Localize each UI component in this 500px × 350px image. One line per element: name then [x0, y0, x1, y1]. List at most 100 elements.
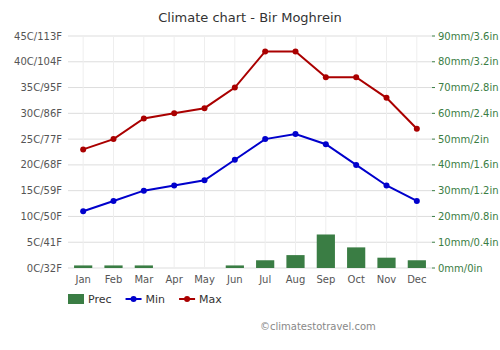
grid-line-x: [325, 36, 326, 268]
bar: [74, 265, 92, 268]
grid-line-x: [416, 36, 417, 268]
marker: [202, 105, 208, 111]
grid-line-x: [386, 36, 387, 268]
y2-tick: [432, 139, 435, 140]
marker: [141, 115, 147, 121]
grid-line: [68, 61, 432, 62]
x-tick-label: Jan: [74, 274, 90, 285]
y-tick-label: 5C/41F: [27, 237, 62, 248]
y2-tick: [432, 61, 435, 62]
y2-tick: [432, 113, 435, 114]
y2-tick-label: 70mm/2.8in: [438, 82, 499, 93]
grid-line-x: [113, 36, 114, 268]
bar: [195, 268, 213, 269]
y2-tick: [432, 216, 435, 217]
x-tick-label: Apr: [166, 274, 184, 285]
y2-tick: [432, 242, 435, 243]
x-tick-label: May: [194, 274, 215, 285]
grid-line-x: [204, 36, 205, 268]
y-tick-label: 45C/113F: [14, 31, 62, 42]
marker: [80, 208, 86, 214]
grid-line-x: [265, 36, 266, 268]
bar: [104, 265, 122, 268]
x-tick-label: Sep: [316, 274, 335, 285]
bar: [408, 260, 426, 268]
marker: [384, 95, 390, 101]
marker: [232, 157, 238, 163]
y2-tick-label: 90mm/3.6in: [438, 31, 499, 42]
marker: [414, 126, 420, 132]
grid-line: [68, 36, 432, 37]
y2-tick-label: 50mm/2in: [438, 134, 489, 145]
grid-line: [68, 113, 432, 114]
x-tick-label: Jun: [226, 274, 243, 285]
marker: [262, 136, 268, 142]
marker: [80, 146, 86, 152]
y2-tick: [432, 268, 435, 269]
bar: [256, 260, 274, 268]
y2-tick-label: 20mm/0.8in: [438, 211, 499, 222]
marker: [353, 162, 359, 168]
grid-line-x: [174, 36, 175, 268]
y-tick-label: 10C/50F: [20, 211, 62, 222]
chart: 0C/32F5C/41F10C/50F15C/59F20C/68F25C/77F…: [0, 0, 500, 350]
legend: Prec Min Max: [68, 293, 222, 306]
marker: [232, 85, 238, 91]
y2-tick-label: 10mm/0.4in: [438, 237, 499, 248]
y2-tick-label: 0mm/0in: [438, 263, 483, 274]
y-tick-label: 40C/104F: [14, 56, 62, 67]
marker: [171, 183, 177, 189]
grid-line-x: [295, 36, 296, 268]
legend-label: Max: [199, 293, 222, 306]
y2-tick: [432, 190, 435, 191]
grid-line: [68, 139, 432, 140]
marker: [323, 74, 329, 80]
marker: [262, 48, 268, 54]
y-tick-label: 35C/95F: [20, 82, 62, 93]
y2-tick-label: 30mm/1.2in: [438, 185, 499, 196]
grid-line: [68, 242, 432, 243]
marker: [171, 110, 177, 116]
grid-line: [68, 164, 432, 165]
marker: [293, 131, 299, 137]
marker: [414, 198, 420, 204]
title: Climate chart - Bir Moghrein: [158, 10, 342, 25]
legend-label: Min: [146, 293, 166, 306]
subtitle: ©climatestotravel.com: [260, 321, 376, 332]
x-tick-label: Dec: [407, 274, 426, 285]
y2-tick: [432, 164, 435, 165]
grid-line-x: [234, 36, 235, 268]
marker: [111, 136, 117, 142]
x-tick-label: Nov: [377, 274, 397, 285]
grid-line: [68, 87, 432, 88]
y-tick-label: 30C/86F: [20, 108, 62, 119]
x-tick-label: Jul: [258, 274, 271, 285]
x-tick-label: Mar: [134, 274, 154, 285]
bar: [377, 258, 395, 268]
y2-tick-label: 40mm/1.6in: [438, 159, 499, 170]
grid-line: [68, 216, 432, 217]
marker: [141, 188, 147, 194]
y-tick-label: 15C/59F: [20, 185, 62, 196]
marker: [293, 48, 299, 54]
legend-swatch: [68, 294, 84, 304]
marker: [202, 177, 208, 183]
legend-label: Prec: [88, 293, 112, 306]
line: [83, 51, 417, 149]
legend-marker: [184, 296, 190, 302]
grid-line-x: [356, 36, 357, 268]
y-tick-label: 20C/68F: [20, 159, 62, 170]
bar: [286, 255, 304, 268]
grid: [68, 36, 432, 268]
bar: [347, 247, 365, 268]
marker: [384, 183, 390, 189]
x-tick-label: Oct: [348, 274, 365, 285]
line: [83, 134, 417, 211]
marker: [111, 198, 117, 204]
x-tick-label: Feb: [105, 274, 123, 285]
grid-line: [68, 190, 432, 191]
legend-marker: [131, 296, 137, 302]
grid-line-x: [143, 36, 144, 268]
plot-area: [74, 48, 426, 268]
y2-tick-label: 80mm/3.2in: [438, 56, 499, 67]
